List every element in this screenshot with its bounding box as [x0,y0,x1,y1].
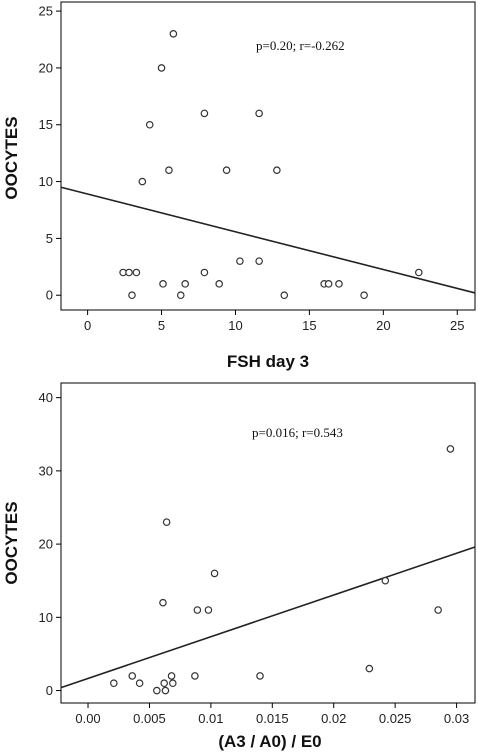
data-point [193,606,202,614]
x-axis-title: (A3 / A0) / E0 [218,732,321,751]
data-point [165,166,173,175]
data-point [128,291,136,300]
data-point [324,280,333,288]
data-point [200,109,209,118]
x-tick-label: 0.025 [379,711,412,726]
data-point [200,268,209,277]
x-tick-label: 10 [228,318,242,333]
data-points [119,30,423,300]
tick-group: 0 5 10 15 20 25 0 5 10 15 20 25 [39,4,465,333]
data-point [169,30,178,38]
data-point [159,598,167,607]
y-axis-title: OOCYTES [2,116,21,199]
y-tick-label: 0 [46,288,53,303]
data-point [381,576,390,585]
data-point [236,257,244,265]
regression-line-group [60,186,476,294]
data-point [132,268,141,277]
x-tick-label: 0 [84,318,91,333]
data-points [110,445,455,695]
y-tick-label: 5 [46,231,53,246]
data-point [161,686,170,695]
y-tick-label: 25 [39,4,53,19]
data-point [256,672,264,680]
data-point [135,679,144,688]
correlation-annotation: p=0.016; r=0.543 [252,425,343,440]
x-tick-label: 5 [158,318,165,333]
data-point [128,672,137,680]
y-tick-label: 30 [39,463,53,478]
data-point [125,268,133,277]
data-point [176,291,185,300]
data-point [255,109,263,118]
data-point [255,257,263,265]
data-point [157,64,166,72]
data-point [162,518,171,526]
plot-area-frame [60,382,476,704]
regression-line [60,546,476,689]
x-tick-label: 0.005 [133,711,166,726]
tick-group: 0.00 0.005 0.01 0.015 0.02 0.025 0.03 0 10 20 30 40 [39,390,470,726]
data-point [160,679,168,688]
y-tick-label: 10 [39,174,53,189]
y-tick-label: 20 [39,537,53,552]
regression-line [60,186,476,294]
data-point [365,664,374,673]
data-point [167,672,176,680]
data-point [138,177,147,186]
x-tick-label: 0.00 [75,711,100,726]
data-point [168,679,177,688]
y-tick-label: 15 [39,117,53,132]
data-point [434,606,442,614]
x-tick-label: 0.01 [198,711,223,726]
x-tick-label: 0.015 [256,711,289,726]
data-point [210,569,219,578]
data-point [446,445,455,453]
data-point [204,606,213,614]
correlation-annotation: p=0.20; r=-0.262 [256,38,345,53]
x-tick-label: 20 [376,318,390,333]
data-point [110,679,118,688]
data-point [191,672,199,680]
regression-line-group [60,546,476,689]
y-tick-label: 0 [46,683,53,698]
data-point [145,120,154,129]
chart-panel-ratio: 0.00 0.005 0.01 0.015 0.02 0.025 0.03 0 10 20 30 40… [2,382,476,751]
y-tick-label: 40 [39,390,53,405]
x-tick-label: 15 [302,318,316,333]
x-axis-title: FSH day 3 [227,352,309,371]
x-tick-label: 0.02 [321,711,346,726]
data-point [159,280,167,288]
y-tick-label: 20 [39,60,53,75]
data-point [153,686,161,695]
data-point [215,280,224,288]
x-tick-label: 25 [450,318,464,333]
data-point [335,280,343,288]
x-tick-label: 0.03 [444,711,469,726]
y-tick-label: 10 [39,610,53,625]
y-axis-title: OOCYTES [2,501,21,584]
chart-panel-fsh-day3: 0 5 10 15 20 25 0 5 10 15 20 25 p=0.20; r=-0.262 FS… [2,1,476,371]
plot-area-frame [60,1,476,311]
data-point [273,166,281,175]
data-point [222,166,231,175]
data-point [360,291,368,300]
data-point [415,268,423,277]
data-point [181,280,190,288]
data-point [280,291,289,300]
